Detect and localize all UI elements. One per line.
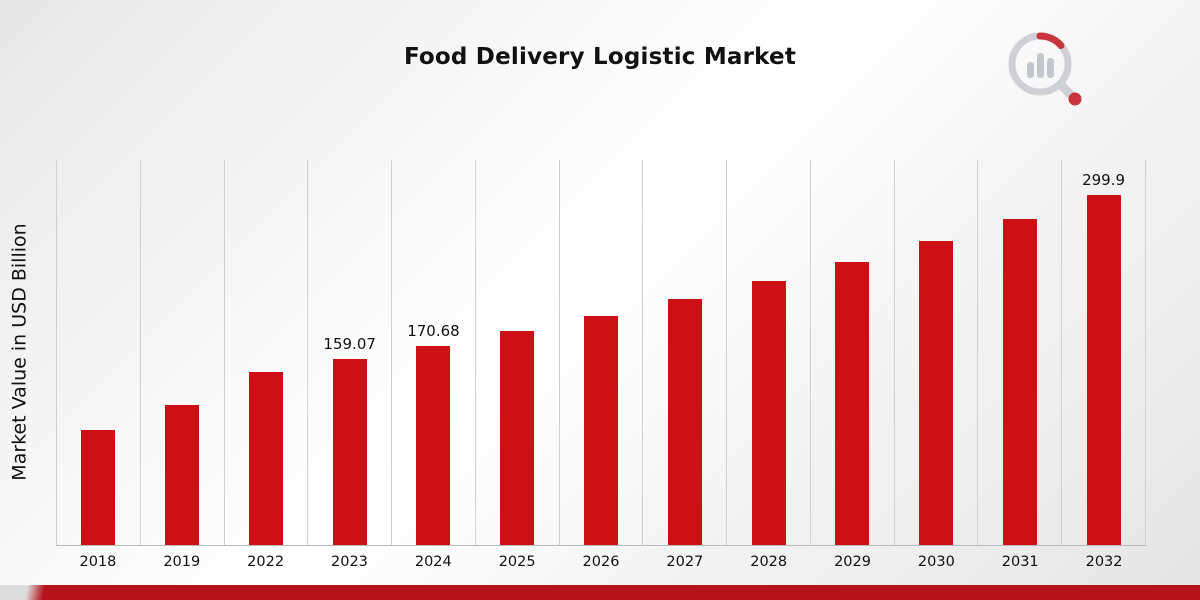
bar-cell-2022 xyxy=(223,160,308,545)
x-axis-label-2023: 2023 xyxy=(331,554,368,570)
page-title: Food Delivery Logistic Market xyxy=(403,44,797,70)
logo-bar-icon xyxy=(1027,62,1034,78)
x-axis-label-2028: 2028 xyxy=(750,554,788,570)
bar-cell-2029 xyxy=(809,160,894,545)
bar-cell-2024: 170.68 xyxy=(391,160,475,545)
magnifier-handle-icon xyxy=(1056,80,1077,101)
bar-cell-2032: 299.9 xyxy=(1061,160,1146,545)
x-axis-label-2029: 2029 xyxy=(834,554,871,570)
x-axis-label-2024: 2024 xyxy=(414,554,452,570)
logo-red-arc-icon xyxy=(1036,32,1065,49)
x-axis-labels: 2018 2019 2022 2023 2024 2025 2026 2027 2028 2029… xyxy=(56,548,1146,570)
footer-ribbon-tip xyxy=(0,585,70,600)
logo-bar-icon xyxy=(1037,53,1044,78)
x-axis-label-2030: 2030 xyxy=(917,554,955,570)
brand-logo xyxy=(1008,32,1082,106)
y-axis-title: Market Value in USD Billion xyxy=(0,158,40,546)
bar-2024 xyxy=(416,345,451,545)
bar-cell-2028 xyxy=(726,160,810,545)
plot-area: 159.07 170.68 299.9 xyxy=(56,160,1146,546)
bar-cell-2019 xyxy=(139,160,224,545)
x-axis-label-2032: 2032 xyxy=(1085,554,1123,570)
bar-cell-2031 xyxy=(977,160,1061,545)
bar-cell-2023: 159.07 xyxy=(307,160,391,545)
bar-2023 xyxy=(332,359,367,545)
bar-2025 xyxy=(500,331,535,545)
footer-ribbon xyxy=(0,585,1200,600)
x-axis-label-2019: 2019 xyxy=(163,554,201,570)
bar-2032 xyxy=(1086,195,1121,545)
x-axis-label-2018: 2018 xyxy=(79,554,117,570)
bar-2029 xyxy=(835,261,870,545)
bar-value-label-2032: 299.9 xyxy=(1082,171,1126,190)
logo-bar-icon xyxy=(1047,58,1054,78)
bar-2026 xyxy=(583,315,618,545)
bar-cell-2018 xyxy=(56,160,140,545)
bar-cell-2026 xyxy=(558,160,643,545)
bar-cell-2027 xyxy=(642,160,726,545)
x-axis-label-2022: 2022 xyxy=(247,554,285,570)
logo-red-dot-icon xyxy=(1068,92,1082,106)
x-axis-label-2027: 2027 xyxy=(666,554,704,570)
bar-value-label-2024: 170.68 xyxy=(407,321,460,340)
bar-cell-2030 xyxy=(893,160,978,545)
x-axis-label-2025: 2025 xyxy=(498,554,536,570)
x-axis-label-2031: 2031 xyxy=(1001,554,1039,570)
bar-cell-2025 xyxy=(474,160,559,545)
bar-2030 xyxy=(919,240,954,545)
bar-2022 xyxy=(248,372,283,545)
bar-value-label-2023: 159.07 xyxy=(323,335,376,354)
bar-2018 xyxy=(81,429,116,545)
y-axis-title-text: Market Value in USD Billion xyxy=(9,223,32,481)
bar-2028 xyxy=(751,280,786,545)
bar-2027 xyxy=(667,298,702,545)
bar-2019 xyxy=(165,405,200,545)
bar-2031 xyxy=(1002,218,1037,545)
x-axis-label-2026: 2026 xyxy=(582,554,620,570)
